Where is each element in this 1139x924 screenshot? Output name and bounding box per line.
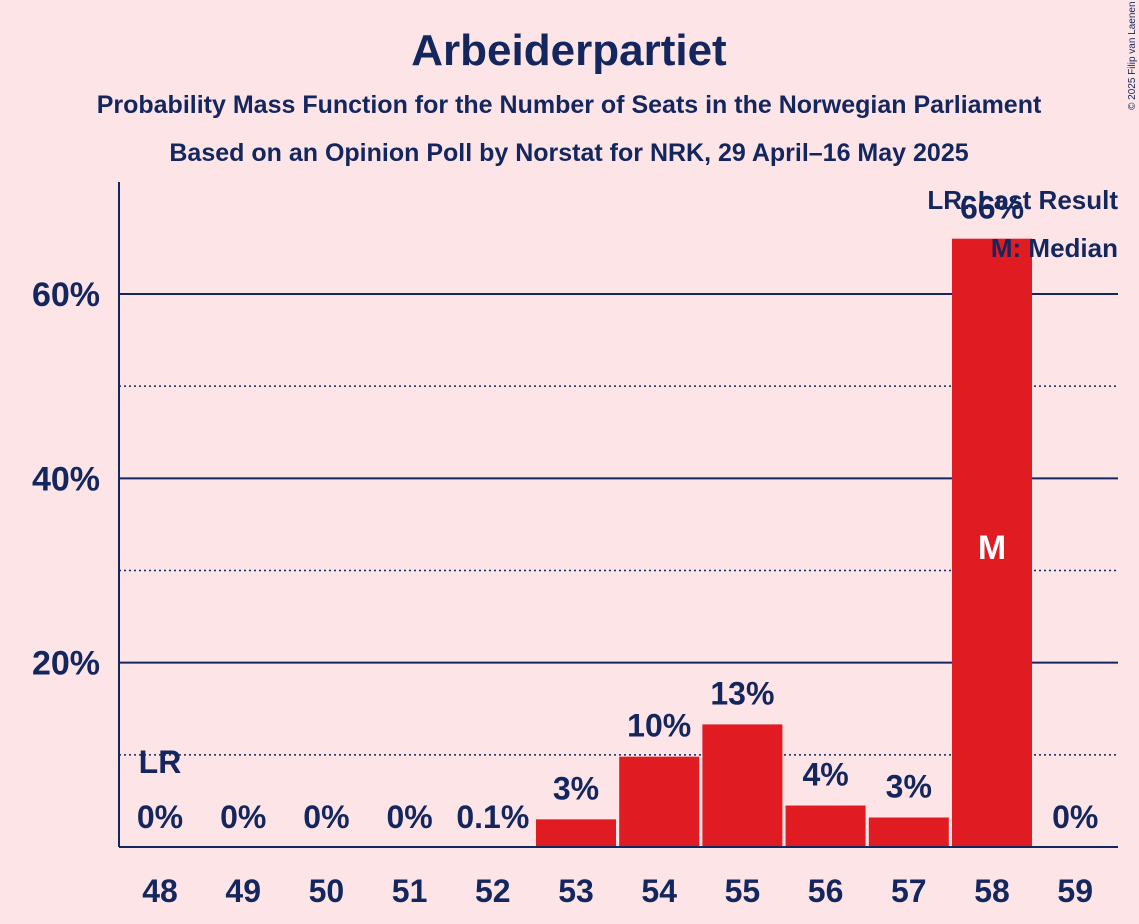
x-tick-label: 54: [641, 873, 677, 909]
bar-seats-56: [785, 805, 866, 847]
copyright-notice: © 2025 Filip van Laenen: [1127, 1, 1138, 110]
x-tick-label: 49: [225, 873, 261, 909]
legend-last-result: LR: Last Result: [927, 185, 1118, 215]
x-tick-label: 53: [558, 873, 594, 909]
data-label-54: 10%: [627, 708, 691, 744]
bar-seats-54: [619, 756, 700, 847]
bar-seats-58: [952, 238, 1032, 847]
x-tick-label: 57: [891, 873, 927, 909]
data-label-48: 0%: [137, 799, 183, 835]
bar-seats-57: [868, 817, 949, 847]
axes: [118, 182, 1118, 848]
x-tick-label: 58: [974, 873, 1010, 909]
gridlines: 20% 40% 60%: [32, 276, 1118, 756]
x-tick-label: 55: [725, 873, 761, 909]
data-label-59: 0%: [1052, 799, 1098, 835]
data-label-57: 3%: [886, 769, 932, 805]
y-tick-label: 20%: [32, 645, 100, 683]
x-tick-label: 52: [475, 873, 511, 909]
data-label-50: 0%: [303, 799, 349, 835]
data-label-55: 13%: [710, 675, 774, 711]
x-tick-label: 56: [808, 873, 844, 909]
x-tick-label: 59: [1057, 873, 1093, 909]
x-tick-label: 51: [392, 873, 428, 909]
data-label-53: 3%: [553, 770, 599, 806]
x-tick-label: 48: [142, 873, 178, 909]
data-label-52: 0.1%: [456, 799, 529, 835]
last-result-marker: LR: [139, 744, 182, 780]
x-tick-label: 50: [309, 873, 345, 909]
chart-poll-source: Based on an Opinion Poll by Norstat for …: [169, 139, 968, 167]
median-marker: M: [978, 529, 1006, 567]
y-tick-label: 60%: [32, 276, 100, 314]
y-tick-label: 40%: [32, 460, 100, 498]
legend-median: M: Median: [991, 233, 1118, 263]
chart-title: Arbeiderpartiet: [411, 26, 727, 75]
chart-subtitle: Probability Mass Function for the Number…: [97, 91, 1042, 119]
data-label-49: 0%: [220, 799, 266, 835]
bars: [452, 238, 1032, 847]
data-label-58: 66%: [960, 190, 1024, 226]
data-labels: 0% 48 0% 49 0% 50 0% 51 0.1% 52 3% 53 10% 54 13% 55 4% 56…: [137, 190, 1098, 909]
data-label-56: 4%: [802, 757, 848, 793]
bar-seats-55: [702, 724, 783, 847]
bar-seats-53: [536, 819, 616, 847]
data-label-51: 0%: [386, 799, 432, 835]
